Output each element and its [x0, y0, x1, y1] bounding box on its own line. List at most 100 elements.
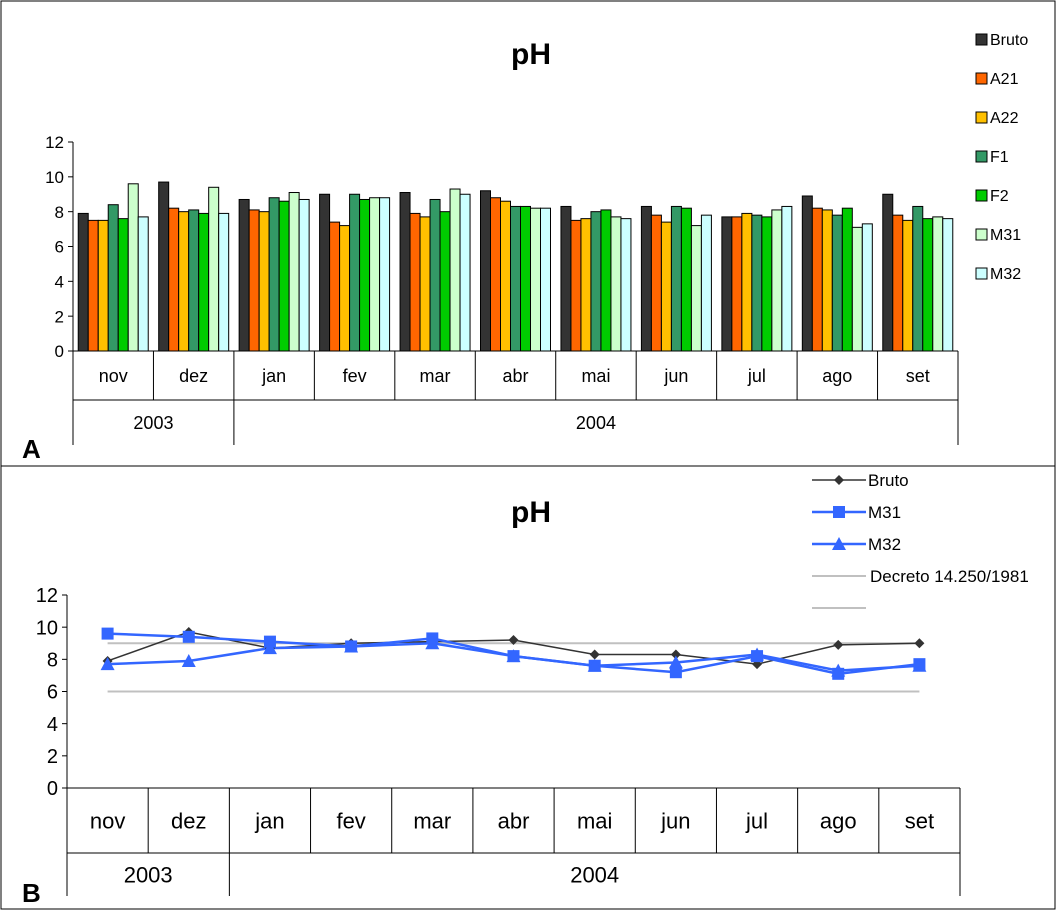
legend-label-reference: Decreto 14.250/1981 [870, 567, 1029, 586]
legend-label-bruto: Bruto [990, 32, 1028, 49]
legend-swatch-m32 [975, 267, 988, 280]
legend-swatch-bruto [975, 33, 988, 46]
point-m32-fev [344, 639, 359, 653]
bar-f2-fev [359, 198, 371, 352]
panel-b-title: pH [511, 496, 551, 529]
bar-m32-mar [459, 193, 471, 352]
panel-b-y-tick-label: 4 [47, 714, 58, 736]
bar-f2-abr [520, 205, 531, 352]
bar-f1-mar [429, 198, 441, 352]
bar-a21-jul [731, 216, 743, 352]
point-m32-ago [831, 663, 846, 677]
bar-m32-nov [137, 216, 149, 352]
bar-a22-mar [419, 216, 431, 352]
panel-b-category-label: jul [745, 808, 768, 833]
panel-a-category-label: dez [179, 366, 208, 386]
bar-m32-dez [218, 212, 230, 352]
panel-b-category-label: jun [660, 808, 690, 833]
bar-m31-jun [690, 225, 702, 352]
panel-b-label: B [22, 878, 41, 908]
panel-b-category-label: set [905, 808, 934, 833]
bar-a22-jan [258, 211, 270, 352]
panel-b-y-tick-label: 0 [47, 778, 58, 800]
panel-a-category-label: abr [502, 366, 528, 386]
panel-a-legend: Bruto A21 A22 F1 F2 M31 M32 [975, 32, 1028, 283]
bar-a22-jul [741, 212, 753, 352]
bar-m32-set [942, 218, 954, 352]
panel-b-y-tick-label: 10 [36, 617, 58, 639]
legend-swatch-a21 [975, 72, 988, 85]
bar-f1-ago [831, 214, 843, 352]
panel-b-category-label: dez [171, 808, 206, 833]
legend-label-m31: M31 [868, 503, 901, 522]
bar-m32-abr [540, 207, 551, 352]
bar-f1-abr [510, 205, 521, 352]
legend-label-a21: A21 [990, 71, 1019, 88]
panel-a-y-tick-label: 2 [55, 307, 64, 326]
point-m31-nov [101, 627, 114, 640]
bar-bruto-jan [238, 198, 250, 352]
panel-b-plot: 0 2 4 6 8 10 12 nov dez jan fev mar abr mai jun jul ago s… [36, 585, 961, 896]
panel-a-category-label: nov [99, 366, 128, 386]
panel-b-category-label: mar [413, 808, 451, 833]
point-m32-set [912, 658, 927, 672]
bar-m31-mai [610, 216, 622, 352]
point-m32-jul [750, 647, 765, 661]
bar-a21-jan [248, 209, 260, 352]
bar-a21-ago [811, 207, 823, 352]
bar-a21-jun [650, 214, 662, 352]
bar-m31-ago [851, 226, 863, 352]
point-m32-dez [181, 653, 196, 667]
legend-swatch-a22 [975, 111, 988, 124]
bar-f1-jul [751, 214, 763, 352]
bar-f1-fev [349, 193, 361, 352]
bar-f1-jan [268, 197, 280, 352]
bar-a21-set [892, 214, 904, 352]
panel-a-y-tick-label: 10 [45, 168, 64, 187]
panel-a-category-label: ago [822, 366, 852, 386]
panel-b-year-label: 2004 [570, 862, 619, 887]
bar-a21-nov [87, 219, 99, 352]
bar-a21-fev [329, 221, 341, 352]
panel-a-category-label: jan [261, 366, 286, 386]
panel-a-category-label: fev [343, 366, 367, 386]
panel-b-category-label: fev [336, 808, 365, 833]
bar-m31-mar [449, 188, 461, 352]
bar-f2-nov [117, 218, 129, 352]
bar-m31-jan [288, 192, 300, 352]
bar-bruto-mar [399, 192, 411, 352]
panel-a-y-tick-label: 12 [45, 133, 64, 152]
panel-a-category-label: mar [420, 366, 451, 386]
panel-a-year-label: 2003 [133, 413, 173, 433]
point-bruto-ago [833, 639, 844, 650]
panel-a-label: A [22, 434, 41, 464]
point-m32-mai [587, 658, 602, 672]
bar-bruto-mai [560, 205, 572, 352]
bar-f1-mai [590, 211, 602, 352]
bar-f2-dez [198, 212, 210, 352]
panel-a-year-label: 2004 [576, 413, 616, 433]
bar-a21-abr [490, 197, 501, 352]
bar-m31-nov [127, 183, 139, 352]
point-m32-mar [425, 636, 440, 650]
bar-f2-set [922, 218, 934, 352]
bar-bruto-nov [77, 212, 89, 352]
bar-m31-dez [208, 186, 220, 352]
bar-f1-jun [670, 205, 682, 352]
bar-f2-mar [439, 211, 451, 352]
bar-a21-mai [570, 219, 582, 352]
bar-m32-fev [379, 197, 391, 352]
panel-a-y-tick-label: 6 [55, 238, 64, 257]
point-bruto-mai [589, 649, 600, 660]
panel-b-year-label: 2003 [124, 862, 173, 887]
bar-a22-abr [500, 200, 511, 352]
bar-f2-ago [841, 207, 853, 352]
panel-a-category-label: jun [663, 366, 688, 386]
bar-bruto-jul [721, 216, 733, 352]
bar-f2-mai [600, 209, 612, 352]
bar-f1-set [912, 205, 924, 352]
legend-marker-m31 [833, 506, 845, 518]
point-m32-jun [668, 655, 683, 669]
